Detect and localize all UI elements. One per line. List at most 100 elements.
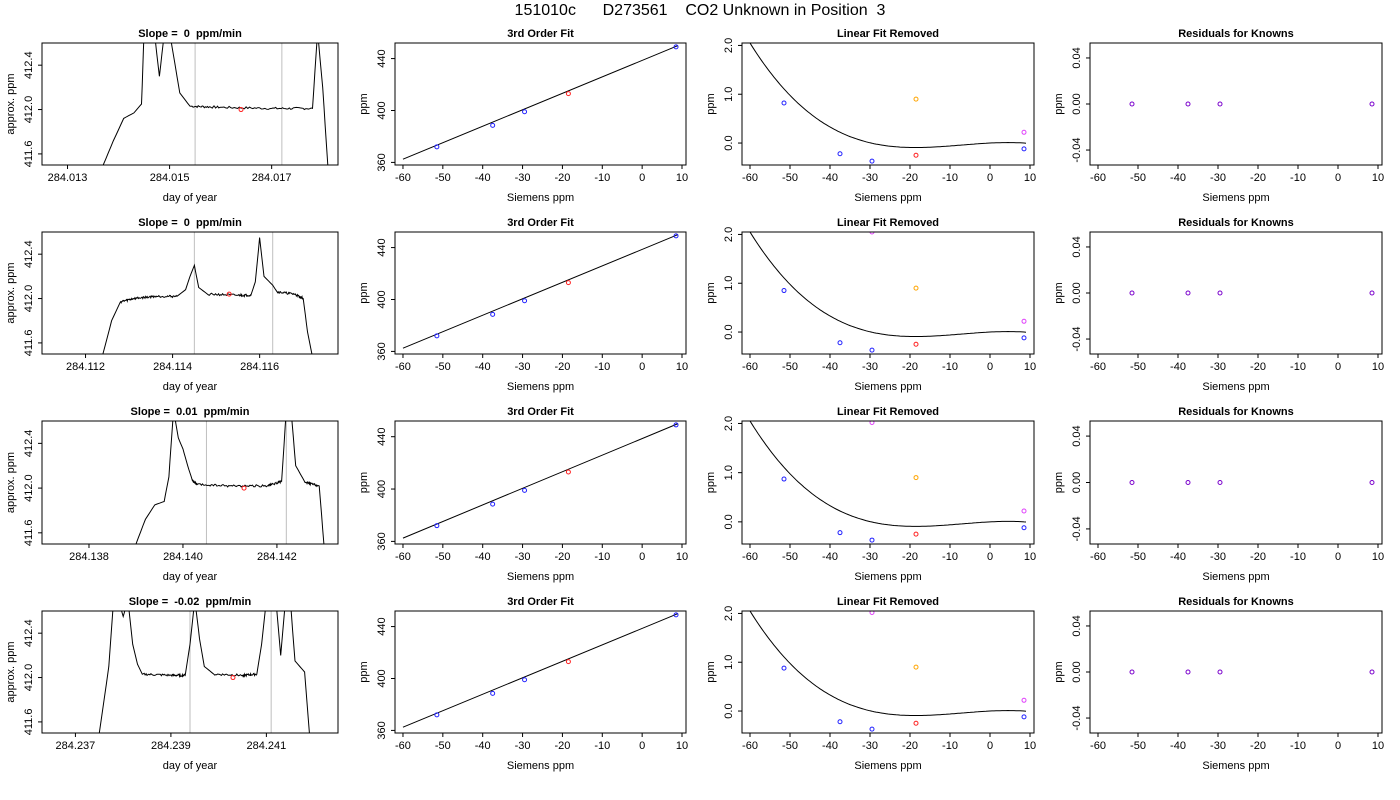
panel-title: 3rd Order Fit (507, 217, 574, 229)
x-tick-label: 10 (1372, 361, 1384, 373)
x-tick-label: -60 (742, 551, 758, 563)
y-tick-label: 411.6 (23, 330, 35, 357)
x-tick-label: 10 (1024, 172, 1036, 184)
x-axis-label: day of year (163, 571, 218, 583)
data-point (869, 726, 875, 732)
plot-frame (1089, 420, 1383, 545)
x-axis-label: Siemens ppm (507, 192, 574, 204)
data-point (1369, 290, 1375, 296)
x-tick-label: -10 (942, 361, 958, 373)
x-tick-label: -60 (1090, 551, 1106, 563)
y-tick-label: 440 (376, 428, 388, 446)
data-point (1021, 318, 1027, 324)
data-point (869, 232, 875, 235)
x-tick-label: -10 (942, 740, 958, 752)
y-tick-label: 400 (376, 290, 388, 308)
y-tick-label: 0.0 (723, 135, 735, 150)
sample-marker (238, 107, 244, 113)
y-axis-label: approx. ppm (5, 73, 17, 134)
panel-trace-row0: Slope = 0 ppm/min day of year approx. ppm 2… (5, 28, 339, 204)
y-tick-label: 2.0 (723, 606, 735, 621)
y-axis-label: ppm (705, 661, 717, 682)
x-tick-label: 284.138 (69, 551, 109, 563)
data-point (434, 333, 440, 339)
x-tick-label: 10 (676, 740, 688, 752)
panel-title: 3rd Order Fit (507, 406, 574, 418)
data-point (913, 531, 919, 537)
y-tick-label: 0.00 (1071, 282, 1083, 303)
data-point (1021, 146, 1027, 152)
x-axis-label: day of year (163, 760, 218, 772)
plot-frame (394, 610, 687, 734)
plot-area (98, 611, 310, 733)
x-tick-label: 10 (1024, 361, 1036, 373)
panel-title: Slope = 0 ppm/min (138, 217, 242, 229)
x-tick-label: -30 (862, 551, 878, 563)
data-point (781, 665, 787, 671)
x-tick-label: -30 (1210, 551, 1226, 563)
data-point (522, 109, 528, 115)
y-tick-label: 412.0 (23, 474, 35, 502)
x-tick-label: -20 (1250, 740, 1266, 752)
x-tick-label: -60 (1090, 172, 1106, 184)
y-tick-label: 0.04 (1071, 425, 1083, 446)
y-tick-label: 360 (376, 153, 388, 171)
x-tick-label: -30 (1210, 361, 1226, 373)
data-point (1185, 290, 1191, 296)
plot-frame (394, 420, 687, 545)
y-tick-label: 412.4 (23, 51, 35, 79)
data-point (837, 340, 843, 346)
data-point (673, 44, 679, 50)
x-tick-label: -30 (1210, 172, 1226, 184)
data-point (913, 152, 919, 158)
plot-area (102, 232, 313, 354)
x-tick-label: -30 (515, 740, 531, 752)
panel-title: Linear Fit Removed (837, 596, 939, 608)
y-axis-label: ppm (1053, 282, 1065, 303)
y-tick-label: 400 (376, 480, 388, 498)
x-tick-label: -50 (1130, 361, 1146, 373)
x-tick-label: 284.116 (240, 361, 279, 373)
plot-area (1129, 101, 1375, 107)
panel-title: Linear Fit Removed (837, 28, 939, 40)
x-tick-label: -30 (515, 551, 531, 563)
panel-title: Residuals for Knowns (1178, 596, 1294, 608)
plot-frame (394, 231, 687, 355)
x-tick-label: -40 (1170, 361, 1186, 373)
x-tick-label: 0 (987, 361, 993, 373)
fit-line (402, 423, 679, 539)
panel-fit-row3: 3rd Order Fit Siemens ppm ppm -60 -50 -40 -30 -… (358, 596, 688, 772)
x-tick-label: 284.015 (150, 172, 190, 184)
x-tick-label: -40 (475, 551, 491, 563)
x-tick-label: -30 (862, 361, 878, 373)
data-point (490, 311, 496, 317)
cubic-curve (749, 43, 1027, 148)
y-tick-label: 360 (376, 721, 388, 739)
x-tick-label: 10 (1024, 551, 1036, 563)
plot-area (749, 43, 1027, 164)
cubic-curve (749, 421, 1027, 527)
x-tick-label: -50 (435, 172, 451, 184)
x-tick-label: -30 (862, 172, 878, 184)
data-point (837, 530, 843, 536)
data-point (1369, 101, 1375, 107)
x-tick-label: -60 (395, 361, 411, 373)
x-tick-label: -20 (554, 172, 570, 184)
y-tick-label: 412.0 (23, 664, 35, 692)
y-tick-label: 0.0 (723, 324, 735, 339)
y-tick-label: 411.6 (23, 709, 35, 736)
y-tick-label: 400 (376, 669, 388, 687)
panel-title: Residuals for Knowns (1178, 406, 1294, 418)
y-tick-label: 412.0 (23, 96, 35, 124)
y-axis-label: ppm (705, 93, 717, 114)
plot-frame (741, 610, 1035, 734)
x-tick-label: 10 (676, 551, 688, 563)
x-tick-label: -10 (942, 551, 958, 563)
x-tick-label: -20 (1250, 172, 1266, 184)
x-tick-label: -50 (782, 740, 798, 752)
x-axis-label: Siemens ppm (854, 192, 921, 204)
data-point (1217, 101, 1223, 107)
x-tick-label: -60 (742, 740, 758, 752)
y-tick-label: 440 (376, 617, 388, 635)
